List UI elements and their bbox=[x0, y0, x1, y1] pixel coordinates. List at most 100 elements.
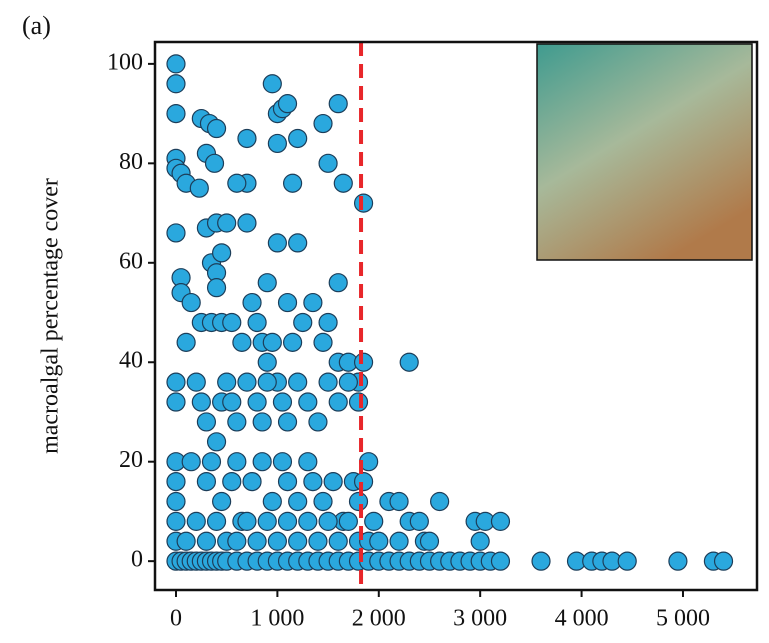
data-point bbox=[206, 278, 227, 298]
data-point bbox=[389, 491, 409, 512]
data-point bbox=[668, 551, 688, 571]
data-point bbox=[206, 511, 227, 531]
data-point bbox=[242, 471, 262, 492]
data-point bbox=[318, 511, 338, 531]
data-point bbox=[353, 193, 374, 213]
data-point bbox=[288, 531, 308, 551]
data-point bbox=[237, 128, 257, 149]
data-point bbox=[328, 531, 348, 551]
data-point bbox=[313, 332, 333, 352]
x-tick-label: 2 000 bbox=[352, 606, 406, 632]
data-point bbox=[166, 511, 186, 531]
y-tick-label: 80 bbox=[119, 149, 143, 175]
data-point bbox=[282, 173, 303, 193]
data-point bbox=[222, 471, 242, 492]
data-point bbox=[272, 392, 293, 412]
data-point bbox=[176, 531, 196, 551]
data-point bbox=[318, 153, 338, 173]
data-point bbox=[217, 372, 237, 392]
data-point bbox=[328, 273, 348, 293]
data-point bbox=[313, 113, 333, 134]
data-point bbox=[217, 213, 237, 233]
data-point bbox=[247, 312, 267, 333]
data-point bbox=[277, 471, 298, 492]
data-point bbox=[257, 273, 277, 293]
data-point bbox=[262, 491, 282, 512]
data-point bbox=[222, 392, 242, 412]
data-point bbox=[288, 372, 308, 392]
plot-area bbox=[148, 42, 734, 597]
data-point bbox=[323, 471, 343, 492]
x-tick-label: 4 000 bbox=[555, 606, 609, 632]
data-point bbox=[166, 372, 186, 392]
x-tick-label: 5 000 bbox=[656, 606, 710, 632]
data-point bbox=[204, 153, 225, 173]
data-point bbox=[267, 133, 287, 154]
data-point bbox=[348, 491, 369, 512]
data-point bbox=[409, 511, 429, 531]
data-point bbox=[298, 452, 318, 472]
data-point bbox=[308, 531, 328, 551]
data-point bbox=[222, 312, 242, 333]
data-point bbox=[176, 332, 196, 352]
y-tick-label: 0 bbox=[131, 547, 143, 573]
data-point bbox=[353, 352, 374, 372]
data-point bbox=[196, 531, 217, 551]
data-point bbox=[196, 471, 217, 492]
data-point bbox=[277, 94, 298, 114]
data-point bbox=[369, 531, 389, 551]
data-point bbox=[189, 178, 209, 198]
data-point bbox=[166, 54, 186, 74]
data-point bbox=[212, 243, 232, 263]
data-point bbox=[318, 372, 338, 392]
data-point bbox=[166, 74, 186, 94]
data-point bbox=[227, 412, 247, 432]
data-point bbox=[166, 223, 186, 243]
data-point bbox=[242, 292, 262, 313]
panel-label: (a) bbox=[22, 11, 51, 40]
data-point bbox=[470, 531, 490, 551]
data-point bbox=[348, 392, 369, 412]
data-point bbox=[303, 292, 323, 313]
data-point bbox=[262, 332, 282, 352]
data-point bbox=[227, 452, 247, 472]
data-point bbox=[617, 551, 637, 571]
x-tick-label: 3 000 bbox=[453, 606, 507, 632]
data-point bbox=[277, 511, 298, 531]
data-point bbox=[313, 491, 333, 512]
data-point bbox=[247, 392, 267, 412]
data-point bbox=[252, 452, 272, 472]
data-point bbox=[227, 173, 247, 193]
data-point bbox=[166, 104, 186, 124]
data-point bbox=[257, 372, 277, 392]
data-point bbox=[328, 392, 348, 412]
data-point bbox=[196, 412, 217, 432]
data-point bbox=[288, 128, 308, 149]
data-point bbox=[232, 332, 252, 352]
data-point bbox=[318, 312, 338, 333]
data-point bbox=[267, 531, 287, 551]
data-point bbox=[531, 551, 551, 571]
data-point bbox=[303, 471, 323, 492]
data-point bbox=[282, 332, 303, 352]
data-point bbox=[293, 312, 313, 333]
y-axis-label: macroalgal percentage cover bbox=[38, 178, 64, 454]
data-point bbox=[206, 432, 227, 452]
data-point bbox=[186, 511, 206, 531]
y-tick-label: 60 bbox=[119, 248, 143, 274]
data-point bbox=[490, 511, 511, 531]
data-point bbox=[288, 233, 308, 253]
data-point bbox=[364, 511, 384, 531]
x-tick-label: 0 bbox=[170, 606, 182, 632]
data-point bbox=[237, 372, 257, 392]
data-point bbox=[713, 551, 734, 571]
data-point bbox=[237, 213, 257, 233]
data-point bbox=[338, 511, 358, 531]
data-point bbox=[181, 292, 201, 313]
data-point bbox=[308, 412, 328, 432]
data-point bbox=[298, 511, 318, 531]
data-point bbox=[212, 491, 232, 512]
data-point bbox=[399, 352, 419, 372]
